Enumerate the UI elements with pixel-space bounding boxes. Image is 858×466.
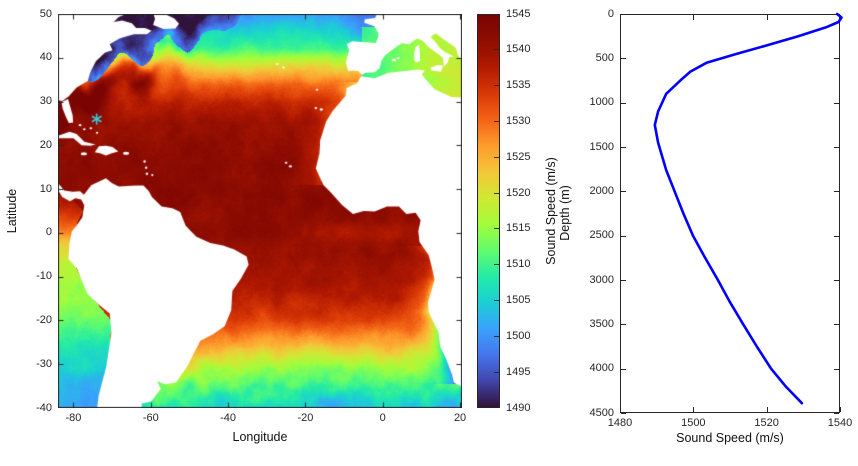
colorbar-tick-mark (494, 120, 499, 122)
map-y-tick-label: 10 (39, 182, 52, 195)
profile-x-axis-label: Sound Speed (m/s) (676, 431, 784, 445)
colorbar-tick-label: 1510 (506, 258, 531, 271)
map-x-tick-label: -60 (142, 412, 159, 424)
colorbar-tick-mark (494, 85, 499, 87)
sound-speed-map-canvas (58, 14, 462, 408)
profile-y-tick-label: 4500 (589, 406, 614, 419)
map-y-tick-label: -20 (36, 313, 52, 326)
colorbar-tick-label: 1520 (506, 186, 531, 199)
map-y-tick-label: 40 (39, 51, 52, 64)
colorbar-tick-label: 1505 (506, 294, 531, 307)
colorbar-tick-mark (494, 49, 499, 51)
profile-axes-box (620, 14, 840, 413)
colorbar-tick-mark (494, 228, 499, 230)
map-y-tick-label: 30 (39, 95, 52, 108)
colorbar-tick-label: 1500 (506, 329, 531, 342)
colorbar-tick-label: 1515 (506, 222, 531, 235)
colorbar-tick-label: 1545 (506, 7, 531, 20)
profile-x-tick-label: 1500 (681, 417, 706, 429)
profile-y-tick-label: 4000 (589, 362, 614, 375)
map-y-tick-label: 20 (39, 138, 52, 151)
profile-y-tick-label: 500 (595, 51, 614, 64)
profile-y-tick-label: 1500 (589, 140, 614, 153)
profile-x-tick-label: 1540 (827, 417, 853, 429)
map-x-axis-label: Longitude (232, 430, 288, 444)
colorbar (477, 14, 500, 408)
profile-x-tick-label: 1520 (754, 417, 779, 429)
map-y-tick-label: -30 (36, 357, 52, 370)
profile-y-tick-label: 2000 (589, 184, 614, 197)
profile-y-tick-label: 3500 (589, 317, 614, 330)
map-x-tick-label: -40 (220, 412, 237, 424)
map-x-tick-label: -20 (297, 412, 314, 424)
colorbar-tick-label: 1490 (506, 401, 531, 414)
sound-speed-profile-line (653, 12, 843, 405)
colorbar-tick-mark (494, 156, 499, 158)
profile-y-tick-label: 2500 (589, 229, 614, 242)
map-y-tick-label: 0 (45, 226, 52, 239)
profile-x-tick-label: 1480 (607, 417, 633, 429)
sound-speed-profile-plot (620, 12, 843, 414)
profile-y-tick-label: 0 (607, 7, 614, 20)
profile-y-tick-label: 1000 (589, 96, 614, 109)
colorbar-tick-mark (494, 371, 499, 373)
profile-y-axis-label: Depth (m) (558, 185, 572, 241)
colorbar-tick-label: 1495 (506, 365, 531, 378)
colorbar-label: Sound Speed (m/s) (544, 157, 558, 265)
colorbar-tick-mark (494, 300, 499, 302)
colorbar-tick-label: 1540 (506, 43, 531, 56)
map-x-tick-label: 0 (379, 412, 386, 424)
colorbar-tick-mark (494, 192, 499, 194)
map-y-tick-label: -40 (36, 401, 52, 414)
profile-y-tick-label: 3000 (589, 273, 614, 286)
map-y-tick-label: 50 (39, 7, 52, 20)
map-x-tick-label: 20 (453, 412, 467, 424)
colorbar-tick-label: 1530 (506, 114, 531, 127)
colorbar-tick-mark (494, 264, 499, 266)
map-x-tick-label: -80 (65, 412, 82, 424)
colorbar-tick-label: 1525 (506, 150, 531, 163)
colorbar-tick-mark (494, 335, 499, 337)
colorbar-tick-label: 1535 (506, 79, 531, 92)
map-y-tick-label: -10 (36, 270, 52, 283)
